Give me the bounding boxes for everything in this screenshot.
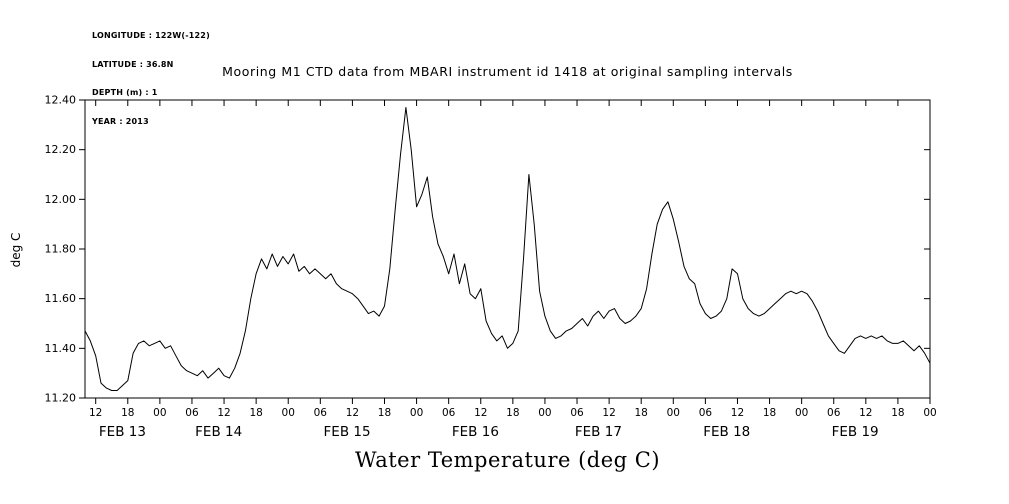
x-tick-label: 12 xyxy=(346,407,359,419)
x-tick-label: 00 xyxy=(667,407,680,419)
x-tick-label: 00 xyxy=(538,407,551,419)
y-tick-label: 11.60 xyxy=(45,292,77,305)
x-tick-label: 06 xyxy=(699,407,713,419)
station-metadata: LONGITUDE : 122W(-122) LATITUDE : 36.8N … xyxy=(92,12,210,145)
y-tick-label: 12.20 xyxy=(45,143,77,156)
x-axis-title: Water Temperature (deg C) xyxy=(354,448,661,472)
x-tick-label: 00 xyxy=(410,407,423,419)
metadata-year: YEAR : 2013 xyxy=(92,116,149,126)
x-tick-label: 12 xyxy=(859,407,872,419)
x-tick-label: 06 xyxy=(314,407,328,419)
y-tick-label: 11.80 xyxy=(45,243,77,256)
x-tick-label: 18 xyxy=(763,407,776,419)
x-tick-label: 00 xyxy=(795,407,808,419)
chart-title: Mooring M1 CTD data from MBARI instrumen… xyxy=(222,64,793,79)
x-tick-label: 12 xyxy=(731,407,744,419)
axis-frame xyxy=(84,99,931,399)
x-day-label: FEB 16 xyxy=(452,424,499,440)
y-tick-label: 11.40 xyxy=(45,342,77,355)
x-day-label: FEB 18 xyxy=(703,424,750,440)
y-tick-label: 12.00 xyxy=(45,193,77,206)
y-tick-label: 11.20 xyxy=(45,392,77,405)
y-tick-label: 12.40 xyxy=(45,94,77,107)
x-day-label: FEB 15 xyxy=(324,424,371,440)
x-tick-label: 00 xyxy=(153,407,166,419)
x-day-label: FEB 14 xyxy=(195,424,242,440)
x-tick-label: 12 xyxy=(217,407,230,419)
x-tick-label: 12 xyxy=(89,407,102,419)
metadata-latitude: LATITUDE : 36.8N xyxy=(92,59,174,69)
x-tick-label: 18 xyxy=(891,407,904,419)
x-tick-label: 18 xyxy=(249,407,262,419)
x-tick-label: 06 xyxy=(442,407,456,419)
x-tick-label: 12 xyxy=(602,407,615,419)
x-tick-label: 06 xyxy=(570,407,584,419)
x-tick-label: 00 xyxy=(923,407,936,419)
x-tick-label: 12 xyxy=(474,407,487,419)
x-day-label: FEB 19 xyxy=(832,424,879,440)
x-tick-label: 06 xyxy=(827,407,841,419)
x-tick-label: 18 xyxy=(121,407,134,419)
x-tick-label: 00 xyxy=(282,407,295,419)
x-tick-label: 18 xyxy=(506,407,519,419)
metadata-depth: DEPTH (m) : 1 xyxy=(92,88,158,97)
x-day-label: FEB 17 xyxy=(575,424,622,440)
x-tick-label: 06 xyxy=(185,407,199,419)
x-tick-label: 18 xyxy=(378,407,391,419)
x-day-label: FEB 13 xyxy=(99,424,146,440)
temperature-line xyxy=(84,107,931,391)
x-tick-label: 18 xyxy=(635,407,648,419)
metadata-longitude: LONGITUDE : 122W(-122) xyxy=(92,31,210,40)
